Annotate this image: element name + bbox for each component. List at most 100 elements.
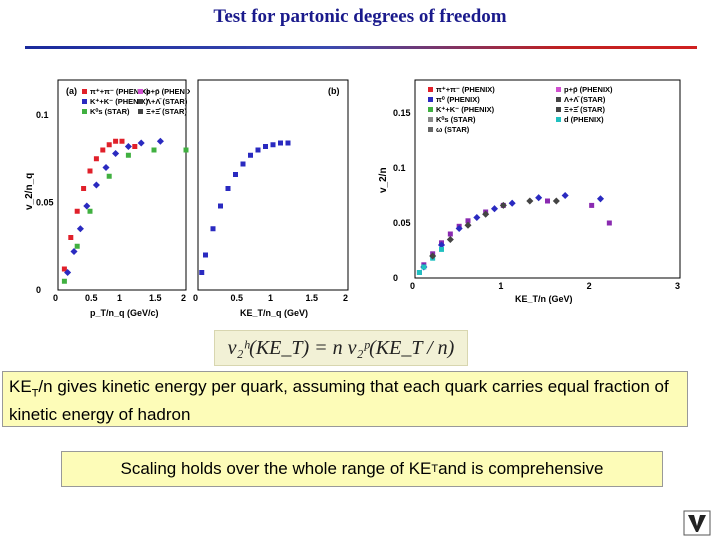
data-point	[210, 226, 216, 232]
data-point	[240, 161, 246, 167]
data-point	[102, 163, 110, 172]
x-tick-label: 0.5	[85, 293, 98, 303]
data-point	[596, 195, 605, 203]
data-point	[225, 186, 231, 191]
chart-c-xlabel: KE_T/n (GeV)	[515, 294, 573, 304]
data-point	[112, 149, 120, 158]
legend-marker	[556, 117, 561, 122]
data-point	[218, 203, 223, 209]
legend-marker	[138, 99, 143, 104]
chart-c-ylabel: v_2/n	[378, 167, 389, 193]
legend-marker	[428, 127, 433, 132]
data-point	[61, 278, 67, 284]
legend-entry: Ξ+Ξ̄ (STAR)	[146, 107, 187, 116]
data-point	[83, 202, 91, 210]
chart-a-xlabel: p_T/n_q (GeV/c)	[90, 308, 159, 318]
data-point	[416, 270, 422, 275]
data-point	[465, 218, 471, 224]
data-point	[278, 140, 283, 146]
x-tick-label: 0.5	[231, 293, 244, 303]
data-point	[183, 147, 189, 153]
chart-c-svg: v_2/n KE_T/n (GeV) 0 1 2 3 0 0.05 0.1 0.15 π⁺+…	[378, 79, 681, 304]
scaling-note: Scaling holds over the whole range of KE…	[61, 451, 663, 487]
chart-b-panel-label: (b)	[328, 86, 340, 96]
chart-a-ylabel: v_2/n_q	[24, 173, 35, 210]
data-point	[137, 139, 145, 147]
data-point	[92, 181, 100, 189]
data-point	[100, 147, 106, 153]
note1-subscript: T	[31, 387, 39, 400]
data-point	[552, 197, 560, 205]
legend-entry: K⁰s (STAR)	[436, 115, 476, 124]
legend-entry: d (PHENIX)	[564, 115, 604, 124]
data-point	[199, 270, 205, 275]
data-point	[87, 208, 93, 214]
data-point	[263, 144, 268, 149]
x-tick-label: 0	[410, 281, 415, 291]
data-point	[70, 247, 78, 256]
x-tick-label: 2	[181, 293, 186, 303]
y-tick-label: 0	[36, 285, 41, 295]
chart-c-frame	[414, 79, 681, 279]
data-point	[589, 202, 595, 208]
kinetic-energy-note: KET/n gives kinetic energy per quark, as…	[2, 371, 688, 427]
y-tick-label: 0	[393, 273, 398, 283]
data-point	[526, 197, 534, 205]
data-point	[499, 201, 507, 209]
x-tick-label: 1	[498, 281, 503, 291]
legend-marker	[428, 117, 433, 122]
x-tick-label: 0	[193, 293, 198, 303]
legend-marker	[428, 87, 433, 92]
x-tick-label: 2	[343, 293, 348, 303]
data-point	[285, 140, 291, 146]
data-point	[87, 168, 93, 174]
note2-prefix: Scaling holds over the whole range of KE	[120, 459, 432, 478]
note2-subscript: T	[431, 463, 439, 475]
legend-marker	[138, 89, 143, 94]
data-point	[437, 241, 446, 249]
y-tick-label: 0.1	[393, 163, 406, 173]
y-tick-label: 0.05	[36, 198, 54, 208]
data-point	[113, 138, 119, 144]
data-point	[535, 194, 543, 202]
legend-entry: π⁺+π⁻ (PHENIX)	[90, 87, 149, 96]
chart-a-panel-label: (a)	[66, 86, 77, 96]
data-point	[68, 235, 74, 240]
data-point	[106, 173, 112, 179]
legend-marker	[138, 109, 143, 114]
chart-b-xlabel: KE_T/n_q (GeV)	[240, 308, 308, 318]
y-tick-label: 0.15	[393, 108, 411, 118]
x-tick-label: 1.5	[306, 293, 319, 303]
legend-entry: Ξ+Ξ̄ (STAR)	[564, 105, 605, 114]
legend-entry: p+p̄ (PHENIX)	[146, 87, 195, 96]
data-point	[74, 208, 80, 214]
legend-entry: π⁺+π⁻ (PHENIX)	[436, 85, 495, 94]
legend-marker	[82, 109, 87, 114]
data-point	[508, 199, 516, 207]
x-tick-label: 1	[268, 293, 273, 303]
slide-title: Test for partonic degrees of freedom	[213, 6, 507, 27]
x-tick-label: 1.5	[149, 293, 162, 303]
data-point	[106, 142, 112, 148]
legend-entry: π⁰ (PHENIX)	[436, 95, 480, 104]
y-tick-label: 0.05	[393, 218, 411, 228]
legend-marker	[556, 107, 561, 112]
note1-prefix: KE	[9, 377, 32, 396]
data-point	[233, 172, 238, 177]
x-tick-label: 3	[675, 281, 680, 291]
x-tick-label: 2	[587, 281, 592, 291]
legend-marker	[82, 89, 87, 94]
data-point	[124, 142, 132, 151]
note2-suffix: and is comprehensive	[438, 459, 604, 478]
data-point	[606, 220, 612, 226]
data-point	[455, 224, 463, 233]
data-point	[132, 144, 138, 149]
legend-entry: Λ+Λ̄ (STAR)	[564, 95, 606, 104]
data-point	[545, 198, 550, 204]
scaling-formula: v₂ʰ(KE_T) = n v₂ᵖ(KE_T / n)	[214, 330, 468, 366]
data-point	[439, 246, 444, 252]
y-tick-label: 0.1	[36, 110, 49, 120]
x-tick-label: 0	[53, 293, 58, 303]
title-divider	[25, 46, 697, 49]
chart-b-svg: (b) KE_T/n_q (GeV) 0 0.5 1 1.5 2	[193, 79, 349, 318]
